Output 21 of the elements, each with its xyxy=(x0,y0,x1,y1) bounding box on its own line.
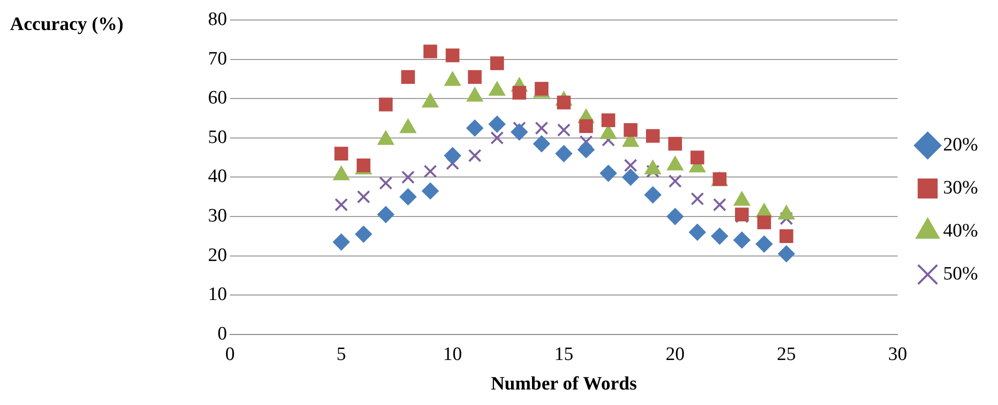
y-tick-label: 40 xyxy=(208,166,227,188)
y-tick-label: 10 xyxy=(208,284,227,306)
y-tick-label: 50 xyxy=(208,126,227,148)
legend-label: 50% xyxy=(943,263,978,284)
y-tick-label: 0 xyxy=(218,323,227,344)
x-tick-label: 20 xyxy=(666,344,685,365)
y-tick-label: 60 xyxy=(208,88,227,109)
y-tick-label: 70 xyxy=(208,48,227,70)
y-tick-label: 80 xyxy=(208,8,227,30)
x-axis-title: Number of Words xyxy=(490,374,637,395)
x-tick-label: 15 xyxy=(554,344,574,365)
legend-label: 30% xyxy=(943,177,978,198)
x-tick-label: 30 xyxy=(888,344,908,365)
legend-label: 20% xyxy=(943,134,978,156)
x-tick-label: 25 xyxy=(776,344,796,365)
x-tick-label: 10 xyxy=(443,344,462,365)
y-axis-title: Accuracy (%) xyxy=(10,14,124,36)
y-tick-label: 20 xyxy=(208,244,227,266)
y-tick-label: 30 xyxy=(208,205,227,226)
legend-label: 40% xyxy=(943,220,978,242)
x-tick-label: 5 xyxy=(336,344,346,365)
